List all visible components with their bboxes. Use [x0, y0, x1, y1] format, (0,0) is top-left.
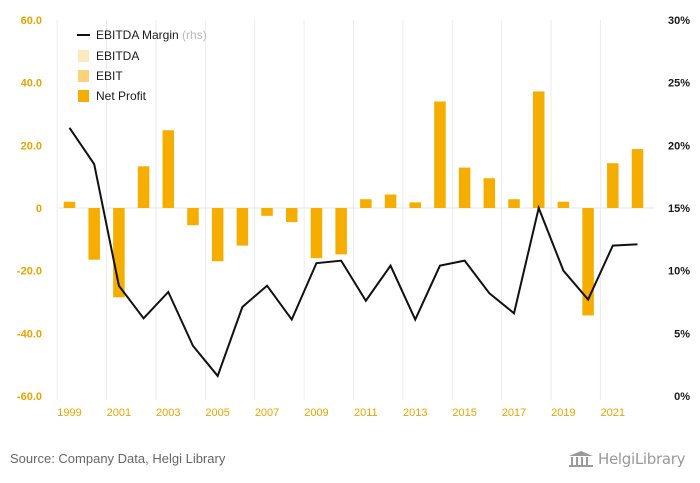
- x-axis-ticks: 1999 2001 2003 2005 2007 2009 2011 2013 2015 2017…: [57, 407, 625, 419]
- x-tick-label: 2007: [255, 407, 279, 419]
- net-profit-bar-2016: [483, 178, 496, 208]
- left-axis-ticks: 60.0 40.0 20.0 0 -20.0 -40.0 -60.0: [17, 15, 42, 403]
- chart: 60.0 40.0 20.0 0 -20.0 -40.0 -60.0 30% 25% 20% 15…: [17, 15, 690, 419]
- x-tick-label: 2003: [156, 407, 180, 419]
- source-note: Source: Company Data, Helgi Library: [10, 451, 226, 466]
- right-tick-label: 0%: [674, 391, 690, 403]
- left-tick-label: 40.0: [21, 78, 42, 90]
- net-profit-bar-2012: [384, 194, 397, 208]
- net-profit-bar-2011: [360, 199, 372, 208]
- legend-label: EBITDA: [96, 49, 139, 63]
- legend-swatch: [78, 70, 89, 82]
- x-tick-label: 2001: [107, 407, 131, 419]
- vertical-grid: [56, 20, 601, 400]
- left-tick-label: -20.0: [17, 266, 42, 278]
- net-profit-bar-2006: [236, 208, 249, 246]
- legend-swatch: [78, 90, 89, 102]
- right-axis-ticks: 30% 25% 20% 15% 10% 5% 0%: [668, 15, 690, 403]
- left-tick-label: 20.0: [21, 140, 42, 152]
- legend-label: EBIT: [96, 69, 123, 83]
- net-profit-bar-2020: [582, 208, 594, 316]
- legend-label: Net Profit: [96, 89, 147, 103]
- net-profit-bar-2001: [113, 208, 125, 298]
- net-profit-bar-2019: [557, 201, 570, 208]
- net-profit-bar-2002: [137, 166, 150, 208]
- x-tick-label: 2011: [354, 407, 378, 419]
- right-tick-label: 10%: [668, 266, 690, 278]
- left-tick-label: -60.0: [17, 391, 42, 403]
- net-profit-bar-2018: [532, 91, 545, 208]
- net-profit-bar-2005: [211, 208, 224, 262]
- left-tick-label: 0: [36, 203, 42, 215]
- net-profit-bar-2015: [458, 167, 471, 208]
- x-tick-label: 2005: [205, 407, 229, 419]
- right-tick-label: 5%: [674, 328, 690, 340]
- legend: EBITDA Margin (rhs) EBITDA EBIT Net Profit: [77, 28, 207, 103]
- x-tick-label: 2021: [601, 407, 625, 419]
- brand-name: HelgiLibrary: [598, 450, 686, 468]
- brand-logo: HelgiLibrary: [568, 448, 686, 470]
- x-tick-label: 2019: [551, 407, 575, 419]
- net-profit-bar-2013: [409, 202, 421, 208]
- ebitda-margin-line: [68, 127, 638, 378]
- net-profit-bar-2010: [335, 208, 347, 255]
- library-icon: [569, 451, 593, 467]
- net-profit-bar-2008: [286, 208, 298, 223]
- legend-swatch: [78, 50, 89, 62]
- net-profit-bar-1999: [63, 201, 76, 208]
- right-tick-label: 15%: [668, 203, 690, 215]
- x-tick-label: 1999: [57, 407, 81, 419]
- net-profit-bar-2007: [261, 208, 273, 216]
- x-tick-label: 2015: [452, 407, 476, 419]
- net-profit-bar-2017: [508, 199, 520, 208]
- x-tick-label: 2009: [304, 407, 328, 419]
- x-tick-label: 2017: [502, 407, 526, 419]
- net-profit-bar-2014: [434, 101, 446, 208]
- left-tick-label: -40.0: [17, 328, 42, 340]
- net-profit-bar-2004: [187, 208, 199, 226]
- ebitda-margin-line-group: [68, 127, 638, 378]
- left-tick-label: 60.0: [21, 15, 42, 27]
- legend-note: (rhs): [179, 28, 207, 42]
- right-tick-label: 20%: [668, 140, 690, 152]
- right-tick-label: 25%: [668, 78, 690, 90]
- net-profit-bar-2009: [310, 208, 323, 259]
- net-profit-bar-2021: [607, 163, 619, 208]
- net-profit-bar-2000: [88, 208, 100, 260]
- net-profit-bar-2003: [162, 130, 175, 208]
- net-profit-bars: [63, 91, 644, 316]
- legend-label: EBITDA Margin (rhs): [96, 28, 207, 42]
- x-tick-label: 2013: [403, 407, 427, 419]
- net-profit-bar-2022: [631, 149, 644, 208]
- right-tick-label: 30%: [668, 15, 690, 27]
